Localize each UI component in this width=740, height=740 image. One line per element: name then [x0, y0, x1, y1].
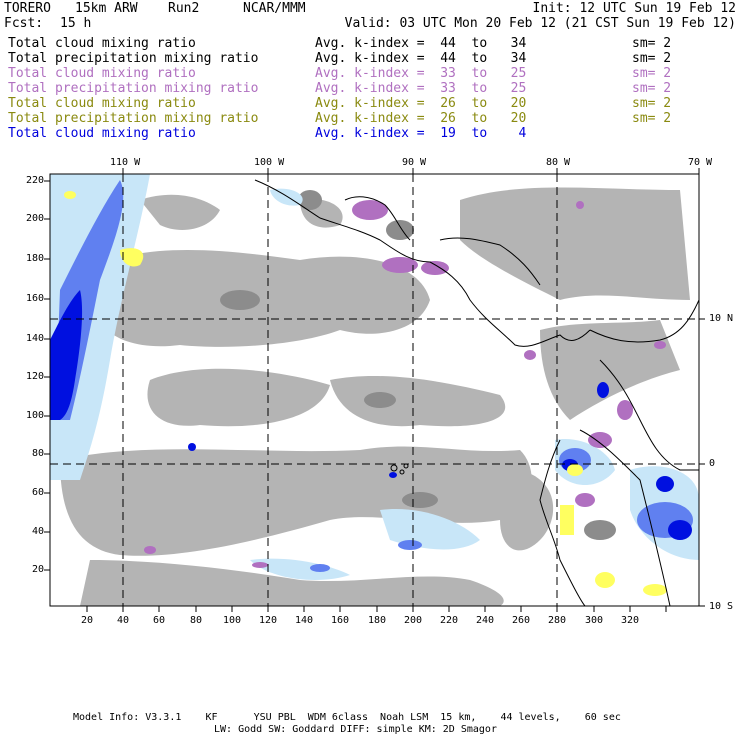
x-tick-label: 240 — [476, 615, 495, 626]
legend-sm-5: sm= 2 — [632, 96, 672, 111]
legend-sm-3: sm= 2 — [632, 66, 672, 81]
grid-spacing: 15km ARW — [75, 1, 138, 16]
x-tick-label: 280 — [548, 615, 567, 626]
x-tick-label: 100 — [223, 615, 242, 626]
legend-kindex-6: Avg. k-index = 26 to 20 — [315, 111, 527, 126]
x-tick-label: 180 — [368, 615, 387, 626]
forecast-label: Fcst: — [4, 16, 44, 31]
legend-field-3: Total cloud mixing ratio — [8, 66, 196, 81]
y-tick-label: 120 — [26, 371, 45, 382]
lat-label-10s: 10 S — [709, 601, 734, 612]
lat-label-0: 0 — [709, 458, 716, 469]
x-tick-label: 320 — [621, 615, 640, 626]
x-tick-label: 80 — [190, 615, 203, 626]
legend-sm-4: sm= 2 — [632, 81, 672, 96]
legend-sm-1: sm= 2 — [632, 36, 672, 51]
deep-blue-fields — [50, 290, 692, 540]
valid-time: Valid: 03 UTC Mon 20 Feb 12 (21 CST Sun … — [344, 16, 736, 31]
lon-label-80w: 80 W — [546, 157, 571, 168]
legend-kindex-1: Avg. k-index = 44 to 34 — [315, 36, 527, 51]
y-tick-label: 200 — [26, 213, 45, 224]
y-tick-label: 220 — [26, 175, 45, 186]
legend-field-7: Total cloud mixing ratio — [8, 126, 196, 141]
physics-info-line: LW: Godd SW: Goddard DIFF: simple KM: 2D… — [214, 724, 497, 735]
legend-field-2: Total precipitation mixing ratio — [8, 51, 259, 66]
legend-sm-6: sm= 2 — [632, 111, 672, 126]
legend-kindex-5: Avg. k-index = 26 to 20 — [315, 96, 527, 111]
y-tick-label: 160 — [26, 293, 45, 304]
y-tick-label: 20 — [32, 564, 45, 575]
coastlines — [254, 179, 699, 606]
model-name: TORERO — [4, 1, 51, 16]
x-tick-label: 20 — [81, 615, 94, 626]
y-tick-label: 100 — [26, 410, 45, 421]
x-tick-label: 40 — [117, 615, 130, 626]
lon-label-100w: 100 W — [254, 157, 285, 168]
dark-gray-cores — [220, 190, 616, 540]
legend-sm-2: sm= 2 — [632, 51, 672, 66]
lon-label-110w: 110 W — [110, 157, 141, 168]
x-tick-label: 220 — [440, 615, 459, 626]
y-tick-label: 80 — [32, 448, 45, 459]
org-label: NCAR/MMM — [243, 1, 306, 16]
legend-kindex-3: Avg. k-index = 33 to 25 — [315, 66, 527, 81]
legend-kindex-7: Avg. k-index = 19 to 4 — [315, 126, 527, 141]
init-time: Init: 12 UTC Sun 19 Feb 12 — [532, 1, 737, 16]
forecast-hour: 15 h — [60, 16, 92, 31]
legend-field-6: Total precipitation mixing ratio — [8, 111, 259, 126]
map-plot-area — [50, 174, 699, 606]
x-tick-label: 200 — [404, 615, 423, 626]
x-tick-label: 160 — [331, 615, 350, 626]
legend-kindex-2: Avg. k-index = 44 to 34 — [315, 51, 527, 66]
gray-cloud-fields — [60, 187, 690, 606]
lon-label-90w: 90 W — [402, 157, 427, 168]
legend-kindex-4: Avg. k-index = 33 to 25 — [315, 81, 527, 96]
x-tick-label: 140 — [295, 615, 314, 626]
run-label: Run2 — [168, 1, 200, 16]
x-tick-label: 60 — [153, 615, 166, 626]
x-tick-label: 300 — [585, 615, 604, 626]
legend-field-4: Total precipitation mixing ratio — [8, 81, 259, 96]
legend-field-5: Total cloud mixing ratio — [8, 96, 196, 111]
lat-label-10n: 10 N — [709, 313, 734, 324]
axis-ticks — [44, 168, 705, 612]
model-info-line: Model Info: V3.3.1 KF YSU PBL WDM 6class… — [73, 712, 621, 723]
lon-label-70w: 70 W — [688, 157, 713, 168]
purple-fields — [144, 200, 666, 568]
lat-lon-gridlines — [50, 174, 699, 606]
x-tick-label: 120 — [259, 615, 278, 626]
legend-field-1: Total cloud mixing ratio — [8, 36, 196, 51]
y-tick-label: 40 — [32, 526, 45, 537]
y-tick-label: 180 — [26, 253, 45, 264]
x-tick-label: 260 — [512, 615, 531, 626]
y-tick-label: 140 — [26, 333, 45, 344]
yellow-fields — [64, 191, 667, 596]
y-tick-label: 60 — [32, 487, 45, 498]
plot-frame — [49, 173, 700, 607]
